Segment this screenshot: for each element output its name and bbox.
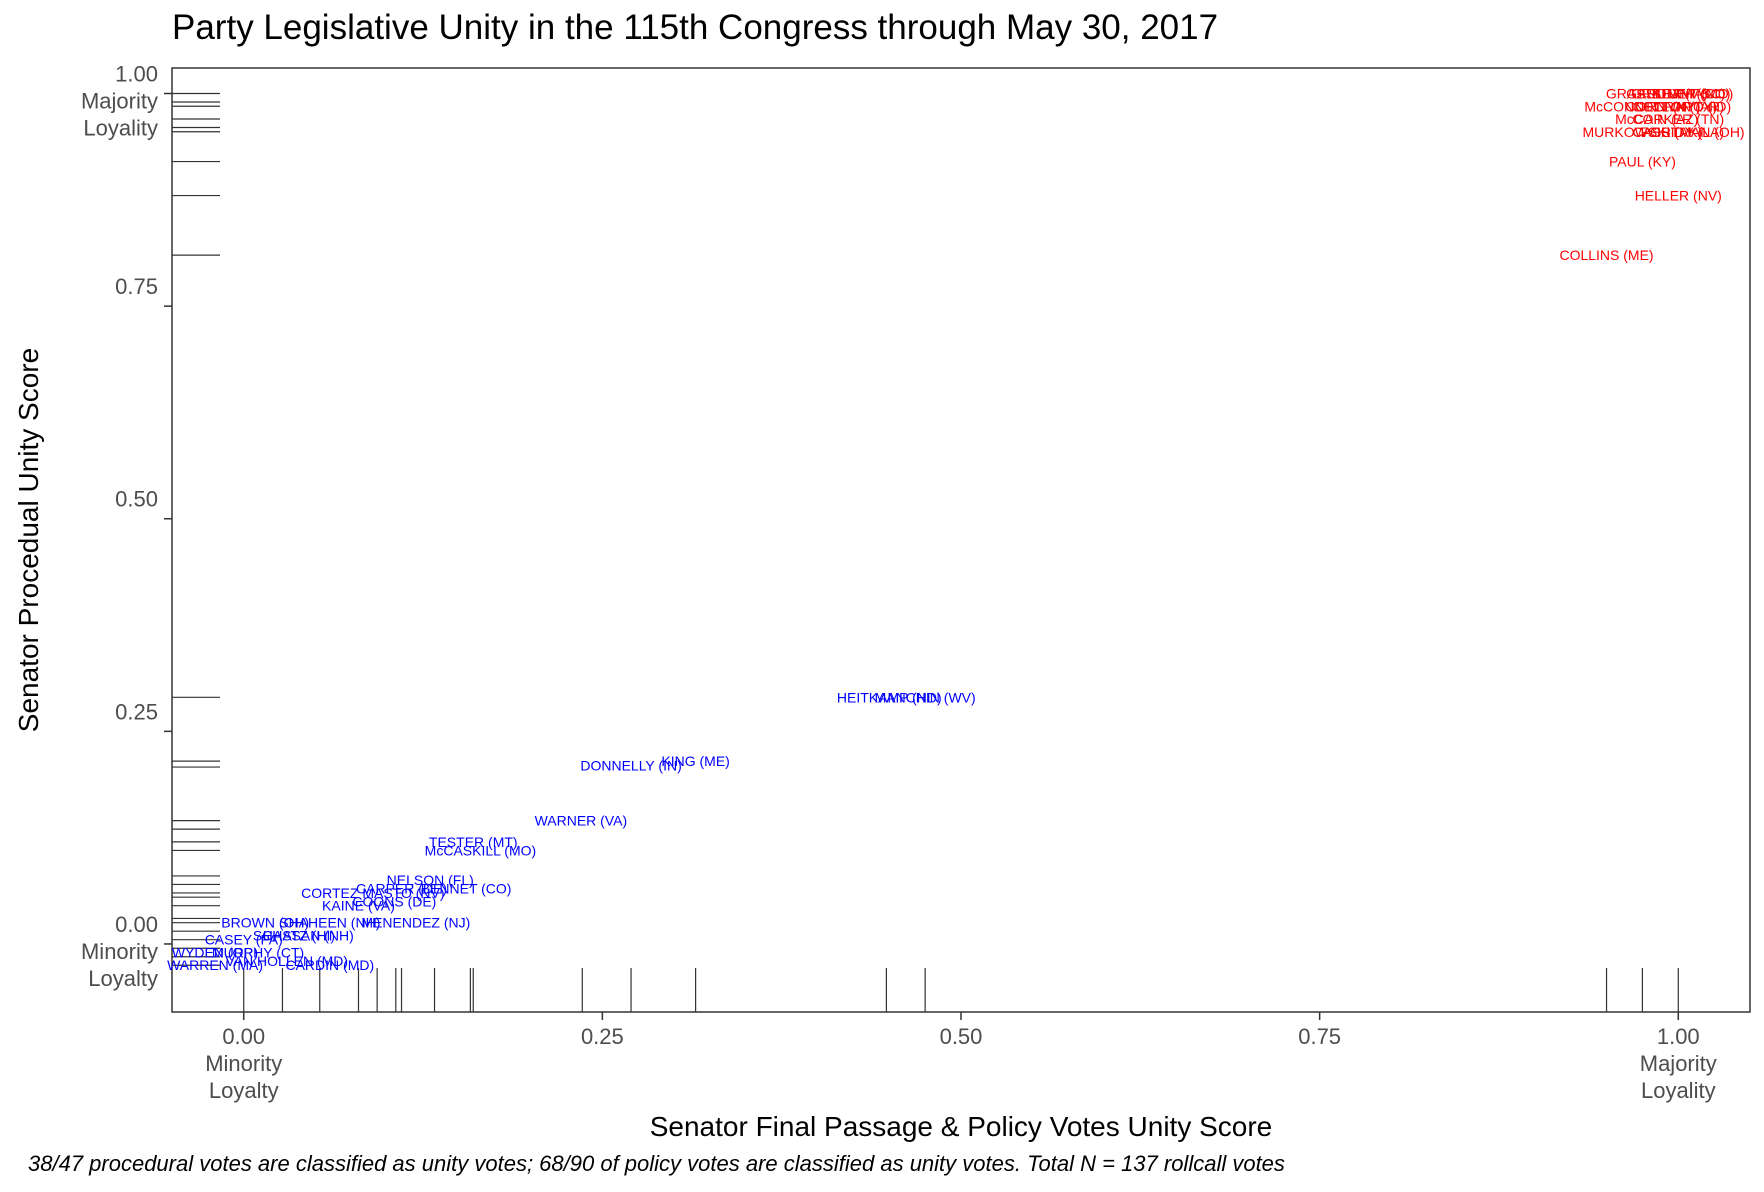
y-tick-label: 0.50 xyxy=(115,487,158,512)
chart-title: Party Legislative Unity in the 115th Con… xyxy=(172,8,1218,47)
y-tick-sublabel: Minority xyxy=(81,939,158,964)
senator-label: CARDIN (MD) xyxy=(285,957,374,973)
senator-label: CORKER (TN) xyxy=(1632,111,1724,127)
x-tick-label: 0.25 xyxy=(581,1024,624,1049)
x-tick-label: 0.75 xyxy=(1298,1024,1341,1049)
senator-label: MURKOWSKI (AK) xyxy=(1583,124,1703,140)
senator-label: CARPER (DE) xyxy=(356,881,447,897)
senator-label: TESTER (MT) xyxy=(429,834,518,850)
y-tick-label: 0.00 xyxy=(115,912,158,937)
senator-label: GARDNER (CO) xyxy=(1626,86,1730,102)
senator-label: WARNER (VA) xyxy=(535,813,628,829)
senator-label: GRASSLEY (IA) xyxy=(1606,86,1708,102)
senator-label: CORNYN (TX) xyxy=(1625,98,1717,114)
senator-label: KING (ME) xyxy=(661,753,729,769)
y-tick-label: 0.75 xyxy=(115,274,158,299)
y-tick-label: 0.25 xyxy=(115,699,158,724)
senator-label: SHAHEEN (NH) xyxy=(279,915,380,931)
y-tick-sublabel: Loyalty xyxy=(88,966,158,991)
senator-label: CRAPO (ID) xyxy=(1654,98,1731,114)
y-tick-sublabel: Majority xyxy=(81,89,158,114)
senator-label: COONS (DE) xyxy=(352,893,436,909)
senator-label: VAN HOLLEN (MD) xyxy=(225,953,348,969)
x-tick-sublabel: Loyality xyxy=(1641,1078,1716,1103)
senator-label: MANCHIN (WV) xyxy=(875,689,976,705)
senator-label: McCASKILL (MO) xyxy=(425,842,537,858)
senator-label: NELSON (FL) xyxy=(387,872,474,888)
plot-panel xyxy=(171,67,1751,1013)
senator-label: MENENDEZ (NJ) xyxy=(361,915,470,931)
x-tick-sublabel: Loyalty xyxy=(209,1078,279,1103)
senator-label: McCAIN (AZ) xyxy=(1615,111,1698,127)
chart-caption: 38/47 procedural votes are classified as… xyxy=(28,1151,1285,1176)
x-tick-label: 0.00 xyxy=(222,1024,265,1049)
senator-label: COTTON (AR) xyxy=(1633,98,1725,114)
senator-label: MURPHY (CT) xyxy=(212,944,304,960)
senator-label: COLLINS (ME) xyxy=(1559,247,1653,263)
x-tick-label: 1.00 xyxy=(1657,1024,1700,1049)
senator-label: HELLER (NV) xyxy=(1635,188,1722,204)
y-tick-sublabel: Loyality xyxy=(83,116,158,141)
senator-label: PAUL (KY) xyxy=(1609,154,1676,170)
senator-label: HEITKAMP (ND) xyxy=(837,689,942,705)
senator-label: CASSIDY (LA) xyxy=(1632,124,1724,140)
x-tick-sublabel: Minority xyxy=(205,1051,282,1076)
senator-label: PORTMAN (OH) xyxy=(1641,124,1745,140)
y-tick-label: 1.00 xyxy=(115,62,158,87)
senator-label: CORTEZ MASTO (NV) xyxy=(301,885,444,901)
x-axis-title: Senator Final Passage & Policy Votes Uni… xyxy=(650,1111,1273,1142)
senator-label: CASEY (PA) xyxy=(205,932,283,948)
x-tick-sublabel: Majority xyxy=(1640,1051,1717,1076)
senator-label: SCHATZ (HI) xyxy=(253,927,335,943)
senator-label: DONNELLY (IN) xyxy=(580,757,681,773)
senator-label: WARREN (MA) xyxy=(167,957,263,973)
rug-marks xyxy=(172,92,1679,1012)
senator-label: GRAHAM (SC) xyxy=(1631,86,1725,102)
senator-label: McCONNELL (KY) xyxy=(1584,98,1700,114)
senator-label: HASSAN (NH) xyxy=(263,927,354,943)
senator-label: BROWN (OH) xyxy=(221,915,309,931)
senator-label: BLUNT (MO) xyxy=(1652,86,1733,102)
senator-label: WYDEN (OR) xyxy=(172,944,258,960)
y-axis-title: Senator Procedual Unity Score xyxy=(13,348,44,732)
senator-labels: COLLINS (ME) HELLER (NV) PAUL (KY) MURKOWSK… xyxy=(167,86,1745,974)
senator-label: KAINE (VA) xyxy=(322,898,395,914)
senator-label: BENNET (CO) xyxy=(421,881,512,897)
x-tick-label: 0.50 xyxy=(940,1024,983,1049)
